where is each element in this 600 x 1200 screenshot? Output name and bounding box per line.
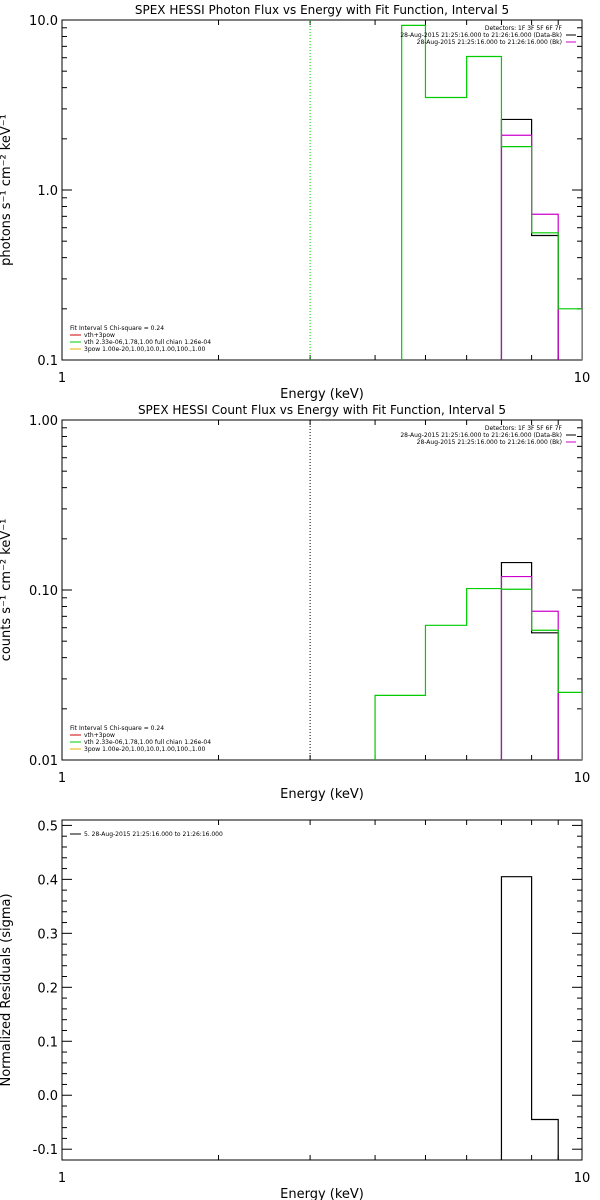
legend-entry: Detectors: 1F 3F 5F 6F 7F: [485, 25, 563, 32]
chart-3: 1 10 -0.1 0.0 0.1 0.2 0.3 0.4 0.5 Energy (keV) Nor…: [0, 819, 590, 1200]
series-1-line: [500, 561, 559, 760]
x-tick-label: 1: [58, 771, 66, 786]
series-2-line: [500, 575, 559, 760]
series-2-line: [500, 134, 559, 360]
legend-entry: 28-Aug-2015 21:25:16.000 to 21:26:16.000…: [417, 439, 562, 446]
y-tick-label: 1.0: [37, 184, 58, 199]
y-tick-label: 0.4: [37, 873, 58, 888]
legend-entry: 3pow 1.00e-20,1.00,10.0,1.00,100.,1.00: [84, 746, 205, 753]
series-1-line: [500, 876, 559, 1160]
y-tick-label: 0.10: [29, 584, 58, 599]
series-group: [374, 561, 582, 760]
legend-entry: 5. 28-Aug-2015 21:25:16.000 to 21:26:16.…: [84, 831, 223, 838]
x-tick-label: 1: [58, 1171, 66, 1186]
legend-entry: Detectors: 1F 3F 5F 6F 7F: [485, 425, 563, 432]
series-3-line: [401, 24, 582, 360]
y-axis-label: counts s⁻¹ cm⁻² keV⁻¹: [0, 519, 14, 662]
legend-entry: vth 2.33e-06,1.78,1.00 full chian 1.26e-…: [84, 339, 211, 346]
x-tick-label: 10: [574, 1171, 591, 1186]
y-tick-label: 0.2: [37, 981, 58, 996]
y-tick-label: 0.0: [37, 1089, 58, 1104]
y-tick-label: 0.3: [37, 927, 58, 942]
legend-entry: Fit Interval 5 Chi-square = 0.24: [70, 725, 164, 732]
plot-frame: [61, 419, 583, 761]
legend-entry: Fit Interval 5 Chi-square = 0.24: [70, 325, 164, 332]
x-tick-label: 1: [58, 371, 66, 386]
chart-title: SPEX HESSI Count Flux vs Energy with Fit…: [138, 403, 506, 417]
chart-1: SPEX HESSI Photon Flux vs Energy with Fi…: [0, 3, 590, 402]
y-tick-label: 0.1: [37, 1035, 58, 1050]
chart-title: SPEX HESSI Photon Flux vs Energy with Fi…: [135, 3, 509, 17]
x-axis-label: Energy (keV): [280, 1187, 364, 1200]
y-axis-label: Normalized Residuals (sigma): [0, 893, 14, 1086]
legend-entry: 28-Aug-2015 21:25:16.000 to 21:26:16.000…: [417, 39, 562, 46]
y-tick-label: -0.1: [33, 1143, 58, 1158]
plot-frame: [61, 819, 583, 1161]
y-tick-label: 10.0: [29, 14, 58, 29]
chart-2: SPEX HESSI Count Flux vs Energy with Fit…: [0, 403, 590, 802]
y-tick-label: 1.00: [29, 414, 58, 429]
x-axis-label: Energy (keV): [280, 787, 364, 802]
legend-entry: 28-Aug-2015 21:25:16.000 to 21:26:16.000…: [400, 432, 562, 439]
y-tick-label: 0.1: [37, 354, 58, 369]
x-tick-label: 10: [574, 771, 591, 786]
x-axis-label: Energy (keV): [280, 387, 364, 402]
y-tick-label: 0.01: [29, 754, 58, 769]
x-tick-label: 10: [574, 371, 591, 386]
series-group: [500, 876, 559, 1160]
legend-entry: vth+3pow: [84, 732, 115, 739]
legend-entry: 3pow 1.00e-20,1.00,10.0,1.00,100.,1.00: [84, 346, 205, 353]
y-axis-label: photons s⁻¹ cm⁻² keV⁻¹: [0, 114, 14, 266]
series-3-line: [374, 587, 582, 760]
series-1-line: [500, 118, 559, 360]
series-group: [401, 24, 582, 360]
legend-entry: vth 2.33e-06,1.78,1.00 full chian 1.26e-…: [84, 739, 211, 746]
y-tick-label: 0.5: [37, 819, 58, 834]
legend-entry: vth+3pow: [84, 332, 115, 339]
legend-entry: 28-Aug-2015 21:25:16.000 to 21:26:16.000…: [400, 32, 562, 39]
plot-frame: [61, 19, 583, 361]
